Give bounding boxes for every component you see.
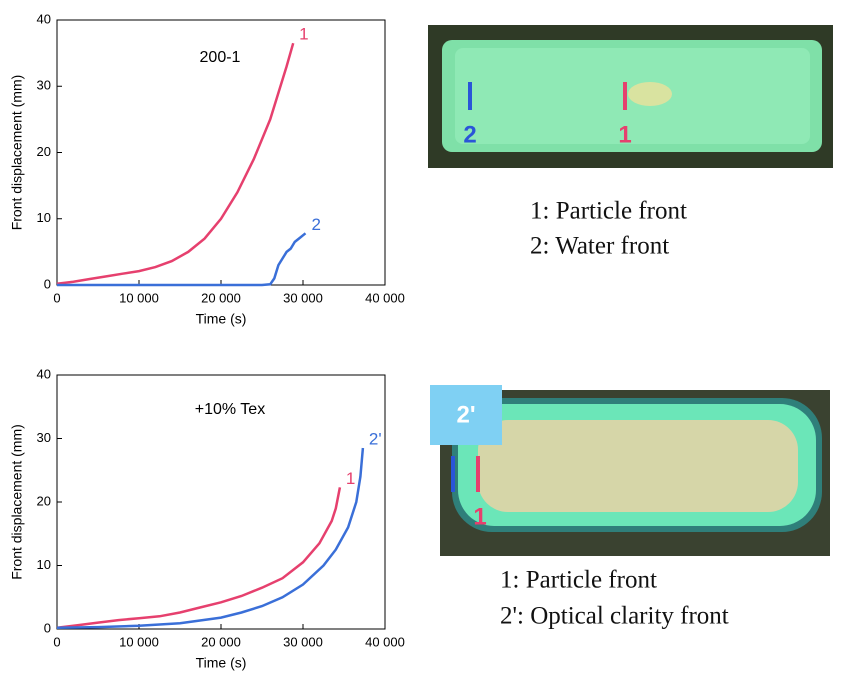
x-tick-label: 40 000 (365, 290, 405, 305)
x-axis-label: Time (s) (196, 655, 247, 671)
y-tick-label: 40 (37, 11, 51, 26)
series-label: 1 (346, 469, 355, 488)
y-tick-label: 30 (37, 78, 51, 93)
y-tick-label: 20 (37, 144, 51, 159)
x-tick-label: 0 (53, 290, 60, 305)
photo (428, 25, 833, 168)
photo-caption: 1: Particle front (530, 198, 687, 225)
photo (430, 385, 830, 556)
y-tick-label: 10 (37, 557, 51, 572)
x-tick-label: 10 000 (119, 290, 159, 305)
annotation: 200-1 (200, 49, 241, 66)
x-tick-label: 10 000 (119, 634, 159, 649)
series-label: 2 (311, 215, 320, 234)
y-tick-label: 20 (37, 493, 51, 508)
y-tick-label: 40 (37, 366, 51, 381)
y-tick-label: 0 (44, 620, 51, 635)
series-line (56, 42, 295, 285)
x-axis-label: Time (s) (196, 311, 247, 327)
x-tick-label: 20 000 (201, 290, 241, 305)
series-line (56, 487, 342, 629)
photo-caption: 1: Particle front (500, 567, 657, 594)
photo-marker: 2' (456, 401, 475, 428)
photo-marker: 2 (463, 121, 476, 148)
photo-caption: 2: Water front (530, 233, 669, 260)
x-tick-label: 20 000 (201, 634, 241, 649)
series-label: 2' (369, 430, 382, 449)
y-tick-label: 10 (37, 210, 51, 225)
x-tick-label: 30 000 (283, 634, 323, 649)
annotation: +10% Tex (195, 401, 265, 418)
series-line (57, 232, 307, 287)
x-tick-label: 0 (53, 634, 60, 649)
photo-caption: 2': Optical clarity front (500, 603, 729, 630)
series-label: 1 (299, 25, 308, 44)
y-axis-label: Front displacement (mm) (9, 424, 25, 580)
photo-marker: 1 (618, 121, 631, 148)
y-tick-label: 30 (37, 430, 51, 445)
series-line (56, 447, 365, 629)
x-tick-label: 40 000 (365, 634, 405, 649)
y-tick-label: 0 (44, 276, 51, 291)
y-axis-label: Front displacement (mm) (9, 75, 25, 231)
photo-marker: 1 (473, 503, 486, 530)
x-tick-label: 30 000 (283, 290, 323, 305)
